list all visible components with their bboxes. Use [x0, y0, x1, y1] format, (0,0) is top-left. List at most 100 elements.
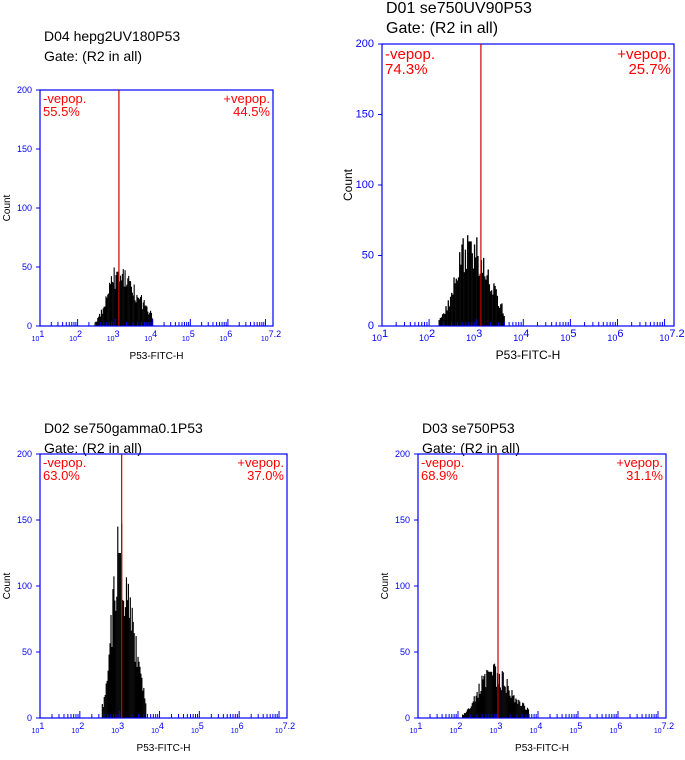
histogram-bar [108, 293, 110, 326]
histogram-bar [112, 282, 114, 326]
histogram-bar [119, 275, 122, 326]
y-tick-label: 100 [17, 203, 32, 213]
y-tick-label: 150 [17, 515, 32, 525]
histogram-bar [493, 283, 495, 326]
histogram-bar [113, 576, 115, 718]
histogram-bar [503, 316, 505, 326]
gate-subtitle: Gate: (R2 in all) [422, 440, 521, 456]
histogram-bar [123, 286, 125, 326]
histogram-bar [465, 711, 468, 718]
histogram-bar [138, 661, 140, 718]
histogram-bar [126, 600, 129, 718]
plot-frame [39, 89, 274, 327]
histogram-bar [500, 690, 502, 718]
histogram-bar [499, 687, 501, 718]
histogram-bar [115, 610, 117, 718]
histogram-bar [118, 553, 120, 718]
histogram-bar [481, 675, 483, 718]
histogram-bar [489, 291, 492, 326]
histogram-bar [102, 308, 104, 326]
histogram-bar [135, 302, 137, 326]
histogram-bar [517, 703, 519, 718]
histogram-bar [526, 707, 529, 718]
y-tick-label: 50 [22, 262, 32, 272]
histogram-bar [126, 284, 128, 326]
histogram-bar [509, 695, 511, 718]
histogram-bar [483, 676, 485, 718]
histogram-bar [506, 678, 508, 718]
histogram-bar [491, 671, 493, 718]
negative-population-percent: 74.3% [385, 61, 428, 78]
y-tick-label: 200 [17, 449, 32, 459]
histogram-bar [488, 671, 490, 718]
histogram-bar [120, 280, 122, 326]
y-tick-label: 100 [17, 581, 32, 591]
histogram-bar [492, 294, 494, 326]
histogram-bar [439, 318, 441, 326]
histogram-bar [129, 280, 131, 326]
negative-population-label: -vepop. [43, 455, 86, 470]
histogram-bar [99, 313, 101, 326]
histogram-bar [494, 285, 496, 326]
histogram-bar [469, 708, 471, 718]
histogram-bar [472, 268, 475, 326]
histogram-bar [471, 703, 473, 718]
histogram-bar [475, 695, 477, 718]
y-tick-label: 50 [362, 250, 374, 262]
histogram-bar [465, 268, 468, 326]
histogram-bar [150, 312, 153, 326]
histogram-bar [479, 693, 481, 718]
x-tick-label: 102 [71, 721, 84, 735]
histogram-bar [498, 307, 501, 326]
histogram-bar [110, 615, 112, 718]
histogram-bar [493, 664, 495, 718]
histogram-bar [467, 235, 469, 326]
histogram-bar [521, 705, 523, 718]
histogram-bar [512, 695, 514, 718]
y-axis-label: Count [380, 572, 391, 599]
histogram-bar [484, 276, 486, 326]
histogram-bar [487, 269, 489, 326]
histogram-bar [485, 687, 487, 718]
histogram-bar [144, 305, 146, 326]
plot-frame [417, 453, 667, 719]
histogram-bar [453, 277, 455, 326]
x-tick-label: 104 [513, 328, 529, 343]
histogram-bar [124, 607, 127, 718]
histogram-bar [515, 698, 517, 718]
histogram-bar [122, 599, 124, 718]
histogram-bar [500, 304, 502, 326]
histogram-bar [107, 294, 109, 326]
histogram-bar [463, 272, 465, 326]
y-tick-label: 0 [368, 320, 374, 332]
histogram-bar [516, 699, 518, 718]
histogram-bar [139, 299, 141, 326]
x-tick-label: 107.2 [659, 328, 684, 343]
histogram-bar [133, 284, 135, 326]
y-tick-label: 200 [395, 449, 410, 459]
histogram-bar [503, 685, 505, 718]
histogram-bar [101, 704, 103, 718]
histogram-bar [484, 673, 486, 718]
histogram-bar [144, 698, 146, 718]
histogram-panel-d03: D03 se750P53 Gate: (R2 in all) 0 50 100 150… [378, 420, 685, 760]
x-tick-label: 107.2 [261, 329, 281, 343]
histogram-bar [99, 316, 102, 326]
histogram-bar [514, 702, 516, 718]
negative-population-label: -vepop. [43, 91, 86, 106]
y-tick-label: 200 [17, 85, 32, 95]
x-tick-label: 101 [372, 328, 388, 343]
histogram-bar [97, 317, 99, 326]
histogram-bar [134, 300, 136, 326]
positive-population-percent: 31.1% [626, 468, 663, 483]
histogram-bar [147, 311, 149, 326]
x-tick-label: 104 [151, 721, 164, 735]
histogram-bar [121, 273, 123, 326]
x-tick-label: 106 [610, 721, 623, 735]
histogram-bar [482, 679, 484, 718]
histogram-bar [120, 553, 122, 718]
histogram-bar [462, 714, 465, 718]
histogram-bar [448, 306, 451, 326]
histogram-panel-d02: D02 se750gamma0.1P53 Gate: (R2 in all) 0… [0, 420, 307, 760]
histogram-bar [501, 671, 503, 718]
